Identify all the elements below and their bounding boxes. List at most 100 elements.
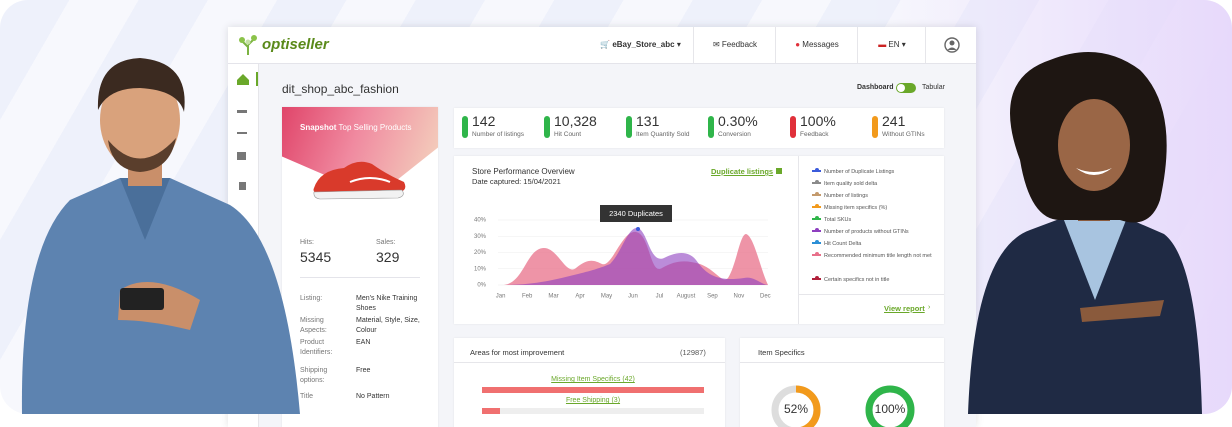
y-tick-label: 20%	[474, 250, 487, 256]
legend-dot	[815, 192, 819, 196]
legend-dot	[815, 240, 819, 244]
stat-indicator	[872, 116, 878, 138]
view-tabular[interactable]: Tabular	[922, 84, 945, 91]
gauge-arc	[865, 385, 915, 427]
messages-button[interactable]: ● Messages	[775, 27, 858, 63]
store-name: eBay_Store_abc	[612, 40, 675, 49]
account-icon	[943, 37, 960, 53]
view-toggle[interactable]	[896, 83, 916, 93]
x-tick-label: Dec	[760, 294, 771, 300]
legend-label: Hit Count Delta	[824, 241, 862, 247]
man-illustration	[21, 58, 301, 414]
hits-value: 5345	[300, 249, 332, 265]
detail-label: Listing:	[300, 295, 323, 302]
x-tick-label: May	[601, 294, 612, 300]
legend-dot	[815, 216, 819, 220]
duplicate-link[interactable]: Duplicate listings	[711, 167, 774, 176]
stat: 0.30% Conversion	[700, 108, 782, 148]
logo-icon	[239, 35, 257, 55]
x-tick-label: Apr	[575, 294, 584, 300]
detail-label: Product Identifiers:	[300, 339, 333, 356]
sales-value: 329	[376, 249, 400, 265]
divider	[300, 277, 420, 278]
stat-indicator	[708, 116, 714, 138]
detail-value: Free	[356, 367, 371, 374]
item-specifics-card: Item Specifics 52% 100%	[740, 338, 944, 427]
x-tick-label: Jul	[656, 294, 664, 300]
stat-value: 142	[472, 113, 496, 129]
detail-label: Title	[300, 393, 313, 400]
link-icon	[776, 168, 782, 174]
legend-dot	[815, 204, 819, 208]
sidebar-icons	[237, 72, 258, 190]
y-tick-label: 0%	[477, 283, 486, 289]
legend-item: Missing item specifics (%)	[812, 204, 942, 216]
performance-date: Date captured: 15/04/2021	[472, 177, 561, 186]
stat-value: 131	[636, 113, 660, 129]
y-tick-label: 40%	[474, 218, 487, 224]
legend-item: Number of listings	[812, 192, 942, 204]
page-title: dit_shop_abc_fashion	[282, 82, 399, 96]
x-tick-label: Jun	[628, 294, 638, 300]
legend-item: Total SKUs	[812, 216, 942, 228]
feedback-label: Feedback	[721, 40, 758, 49]
y-tick-label: 10%	[474, 266, 487, 272]
y-tick-label: 30%	[474, 234, 487, 240]
improvement-link: Free Shipping (3)	[565, 397, 621, 404]
divider	[454, 362, 725, 363]
sales-label: Sales:	[376, 239, 396, 246]
gauge-label: 52%	[784, 402, 808, 416]
stat-label: Item Quantity Sold	[636, 131, 690, 138]
stat: 142 Number of listings	[454, 108, 536, 148]
snapshot-title-bold: Snapshot	[300, 123, 337, 132]
gauges: 52% 100%	[771, 385, 915, 427]
stat-indicator	[626, 116, 632, 138]
item-specifics-title: Item Specifics	[758, 348, 805, 357]
x-tick-label: August	[677, 294, 696, 300]
x-tick-label: Jan	[496, 294, 506, 300]
stat-indicator	[462, 116, 468, 138]
x-tick-label: Feb	[522, 294, 533, 300]
stat: 241 Without GTINs	[864, 108, 946, 148]
account-button[interactable]	[925, 27, 976, 63]
stat-label: Feedback	[800, 131, 829, 138]
legend-label: Number of Duplicate Listings	[824, 169, 895, 175]
legend-dot	[815, 252, 819, 256]
detail-value: No Pattern	[356, 393, 390, 400]
legend-dot	[815, 180, 819, 184]
tooltip-text: 2340 Duplicates	[609, 209, 663, 218]
stat-value: 10,328	[554, 113, 597, 129]
view-dashboard[interactable]: Dashboard	[857, 84, 894, 91]
legend-label: Certain specifics not in title	[824, 277, 890, 283]
improvement-card: Areas for most improvement (12987) Missi…	[454, 338, 725, 427]
x-tick-label: Nov	[734, 294, 745, 300]
performance-card: Store Performance Overview Date captured…	[454, 156, 944, 324]
legend-label: Missing item specifics (%)	[824, 205, 888, 211]
shoe-image	[313, 161, 406, 200]
stat-value: 100%	[800, 113, 836, 129]
improvement-count: (12987)	[680, 348, 706, 357]
detail-value: EAN	[356, 339, 371, 346]
legend-dot	[815, 276, 819, 280]
detail-label: Missing Aspects:	[300, 317, 327, 334]
legend-footer-line	[798, 294, 944, 295]
stat-indicator	[544, 116, 550, 138]
detail-value: Men's Nike Training Shoes	[356, 295, 418, 312]
language-selector[interactable]: ▬ EN ▾	[857, 27, 926, 63]
logo-text: optiseller	[262, 36, 329, 53]
stat-label: Conversion	[718, 131, 751, 138]
legend-item: Item quality sold delta	[812, 180, 942, 192]
legend: Number of Duplicate Listings Item quality…	[810, 168, 944, 288]
legend-label: Number of listings	[824, 193, 869, 199]
hits-label: Hits:	[300, 239, 314, 246]
view-report[interactable]: View report	[884, 304, 925, 313]
detail-value: Material, Style, Size, Colour	[356, 317, 420, 334]
feedback-button[interactable]: ✉ Feedback	[693, 27, 776, 63]
divider	[740, 362, 944, 363]
detail-label: Shipping options:	[300, 367, 328, 384]
store-selector[interactable]: 🛒 eBay_Store_abc ▾	[600, 40, 681, 49]
stat-value: 241	[882, 113, 906, 129]
messages-label: Messages	[802, 40, 839, 49]
stat-indicator	[790, 116, 796, 138]
